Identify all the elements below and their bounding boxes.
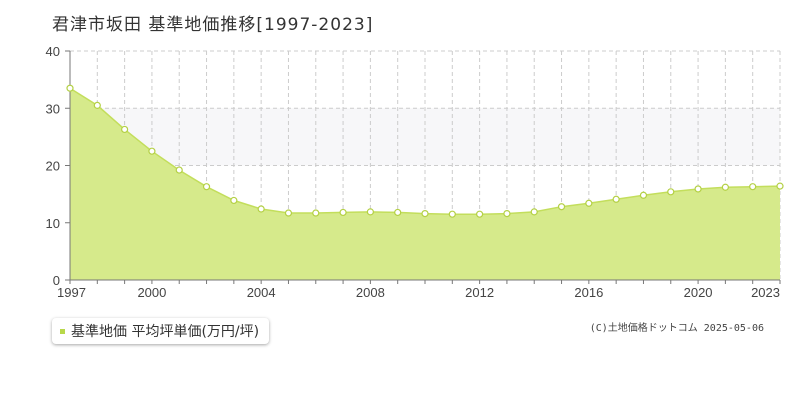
data-point (339, 208, 347, 217)
data-point (476, 210, 484, 218)
data-point (202, 183, 211, 191)
data-point (312, 209, 320, 217)
data-point (148, 147, 156, 155)
data-point (639, 191, 648, 199)
x-tick-label: 2008 (356, 285, 385, 300)
data-point (284, 209, 293, 217)
y-tick-label: 10 (46, 216, 60, 231)
data-point (121, 125, 129, 134)
data-point (749, 183, 757, 191)
data-point (585, 199, 593, 207)
data-point (448, 210, 456, 218)
series-area (70, 88, 780, 280)
data-point (421, 209, 429, 218)
data-point (557, 203, 566, 211)
data-points (66, 84, 784, 218)
data-point (257, 205, 265, 213)
source-credit: (C)土地価格ドットコム 2025-05-06 (589, 323, 764, 334)
x-tick-label: 2004 (247, 285, 276, 300)
x-tick-label: 2012 (465, 285, 494, 300)
data-point (503, 209, 511, 218)
tick-labels: 0 10 20 30 40 1997 2000 2004 2008 2012 2016 2020 202… (46, 44, 780, 300)
data-point (66, 84, 74, 92)
y-tick-label: 20 (46, 159, 60, 174)
chart-title: 君津市坂田 基準地価推移[1997-2023] (52, 15, 374, 35)
data-point (530, 208, 538, 216)
y-tick-label: 40 (46, 44, 60, 59)
x-tick-label: 2000 (137, 285, 166, 300)
legend-label: 基準地価 平均坪単価(万円/坪) (71, 324, 260, 340)
data-point (93, 101, 101, 109)
data-point (776, 182, 784, 190)
data-point (667, 188, 675, 196)
x-tick-label: 1997 (57, 285, 86, 300)
data-point (394, 208, 402, 217)
data-point (366, 208, 374, 216)
x-tick-label: 2023 (751, 285, 780, 300)
y-tick-label: 0 (53, 273, 60, 288)
legend-swatch-icon (60, 328, 65, 334)
data-point (694, 185, 702, 193)
x-tick-label: 2016 (574, 285, 603, 300)
legend: 基準地価 平均坪単価(万円/坪) (52, 318, 270, 344)
data-point (175, 166, 183, 174)
data-point (721, 183, 729, 191)
data-point (230, 196, 238, 205)
data-point (612, 195, 620, 203)
y-tick-label: 30 (46, 101, 60, 116)
x-tick-label: 2020 (684, 285, 713, 300)
